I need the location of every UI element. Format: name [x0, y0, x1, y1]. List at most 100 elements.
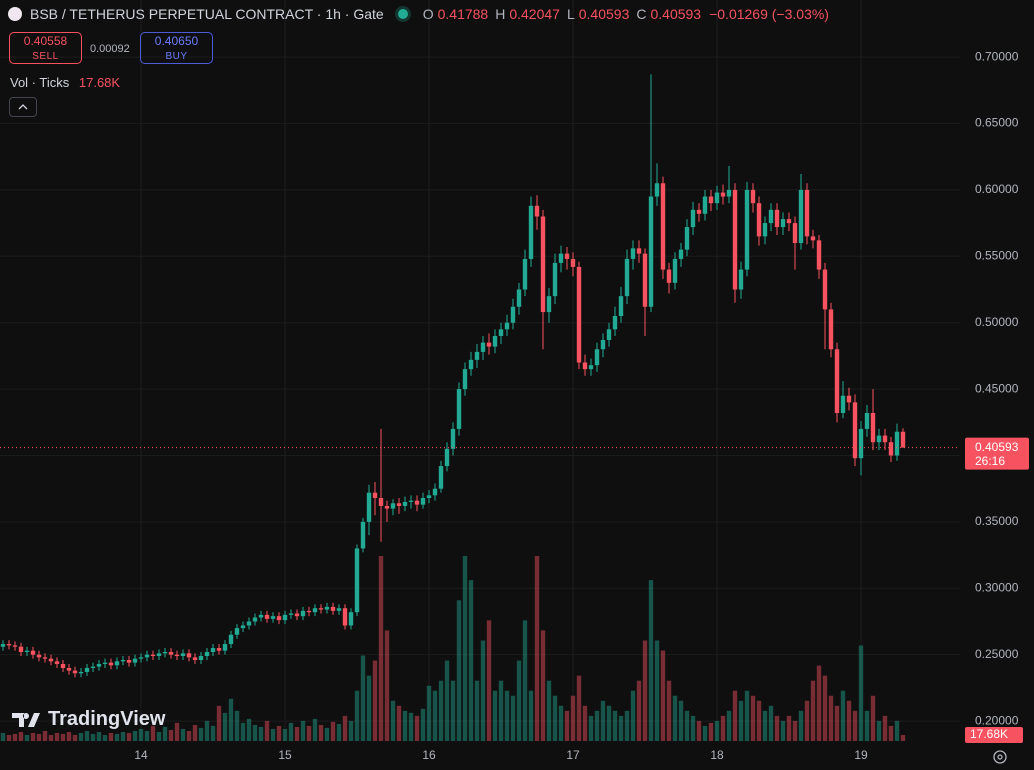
- volume-bar: [708, 722, 714, 741]
- volume-bar: [390, 700, 396, 741]
- candle-body: [756, 203, 762, 237]
- candle-body: [234, 628, 240, 635]
- candle-body: [72, 670, 78, 674]
- volume-bar: [228, 698, 234, 741]
- candle-body: [594, 349, 600, 366]
- volume-bar: [330, 721, 336, 741]
- volume-bar: [342, 715, 348, 741]
- candle-body: [858, 428, 864, 459]
- volume-bar: [180, 728, 186, 741]
- volume-bar: [498, 680, 504, 741]
- volume-bar: [156, 731, 162, 741]
- volume-bar: [132, 730, 138, 741]
- volume-bar: [624, 710, 630, 741]
- volume-bar: [396, 705, 402, 741]
- candle-body: [522, 258, 528, 290]
- y-tick-label: 0.70000: [975, 49, 1019, 63]
- brand-name: TradingView: [48, 708, 166, 730]
- y-tick-label: 0.60000: [975, 182, 1019, 196]
- volume-bar: [54, 732, 60, 741]
- volume-bar: [450, 680, 456, 741]
- x-tick-label: 17: [566, 748, 580, 762]
- candle-body: [648, 196, 654, 307]
- candle-body: [18, 646, 24, 653]
- candle-body: [198, 656, 204, 660]
- candle-body: [876, 435, 882, 443]
- candle-body: [618, 296, 624, 317]
- y-tick-label: 0.35000: [975, 514, 1019, 528]
- volume-axis-label: 17.68K: [970, 727, 1008, 741]
- candle-body: [690, 209, 696, 228]
- candle-body: [474, 351, 480, 360]
- volume-bar: [150, 725, 156, 741]
- candle-body: [342, 608, 348, 626]
- volume-bar: [822, 675, 828, 741]
- volume-bar: [114, 733, 120, 741]
- sell-button[interactable]: 0.40558 SELL: [9, 32, 82, 64]
- candle-body: [456, 389, 462, 429]
- x-tick-label: 15: [278, 748, 292, 762]
- volume-bar: [222, 712, 228, 741]
- candle-body: [156, 653, 162, 657]
- volume-bar: [696, 720, 702, 741]
- candle-body: [834, 349, 840, 413]
- volume-bar: [108, 732, 114, 741]
- candle-body: [510, 306, 516, 323]
- volume-bar: [582, 705, 588, 741]
- ohlc-label: C: [636, 6, 647, 22]
- candle-body: [420, 497, 426, 505]
- candle-body: [216, 648, 222, 651]
- volume-value-box: [965, 727, 1023, 743]
- candle-body: [24, 650, 30, 653]
- candle-body: [438, 466, 444, 489]
- candle-body: [12, 645, 18, 647]
- candle-body: [300, 610, 306, 617]
- y-tick-label: 0.20000: [975, 713, 1019, 727]
- candle-body: [228, 634, 234, 645]
- volume-bar: [852, 710, 858, 741]
- x-tick-label: 14: [134, 748, 148, 762]
- candle-body: [372, 492, 378, 498]
- x-tick-label: 18: [710, 748, 724, 762]
- ohlc-value: 0.42047: [509, 6, 560, 22]
- candle-body: [54, 661, 60, 664]
- candle-body: [276, 616, 282, 621]
- volume-bar: [840, 690, 846, 741]
- volume-bar: [714, 720, 720, 741]
- volume-bar: [318, 724, 324, 741]
- volume-bar: [96, 731, 102, 741]
- candle-body: [0, 644, 6, 647]
- collapse-button[interactable]: [9, 97, 37, 117]
- candle-body: [114, 661, 120, 666]
- candle-body: [174, 654, 180, 657]
- status-dot: [397, 9, 408, 19]
- volume-bar: [378, 556, 384, 741]
- candle-body: [390, 503, 396, 509]
- candle-body: [888, 442, 894, 456]
- volume-bar: [282, 728, 288, 741]
- candle-body: [78, 671, 84, 674]
- candle-body: [42, 657, 48, 659]
- candle-body: [360, 521, 366, 549]
- ohlc-label: H: [495, 6, 506, 22]
- candle-body: [852, 402, 858, 459]
- volume-bar: [294, 726, 300, 741]
- ohlc-label: O: [422, 6, 434, 22]
- candle-body: [132, 658, 138, 663]
- candle-body: [642, 253, 648, 307]
- candle-body: [786, 219, 792, 224]
- candle-body: [606, 329, 612, 340]
- candle-body: [864, 412, 870, 429]
- volume-bar: [408, 712, 414, 741]
- candle-body: [306, 610, 312, 613]
- candle-body: [774, 209, 780, 228]
- y-tick-label: 0.45000: [975, 381, 1019, 395]
- volume-bar: [756, 700, 762, 741]
- buy-button[interactable]: 0.40650 BUY: [140, 32, 213, 64]
- volume-bar: [648, 580, 654, 741]
- candle-body: [48, 658, 54, 662]
- candle-body: [714, 192, 720, 204]
- candle-body: [726, 189, 732, 197]
- volume-bar: [102, 734, 108, 741]
